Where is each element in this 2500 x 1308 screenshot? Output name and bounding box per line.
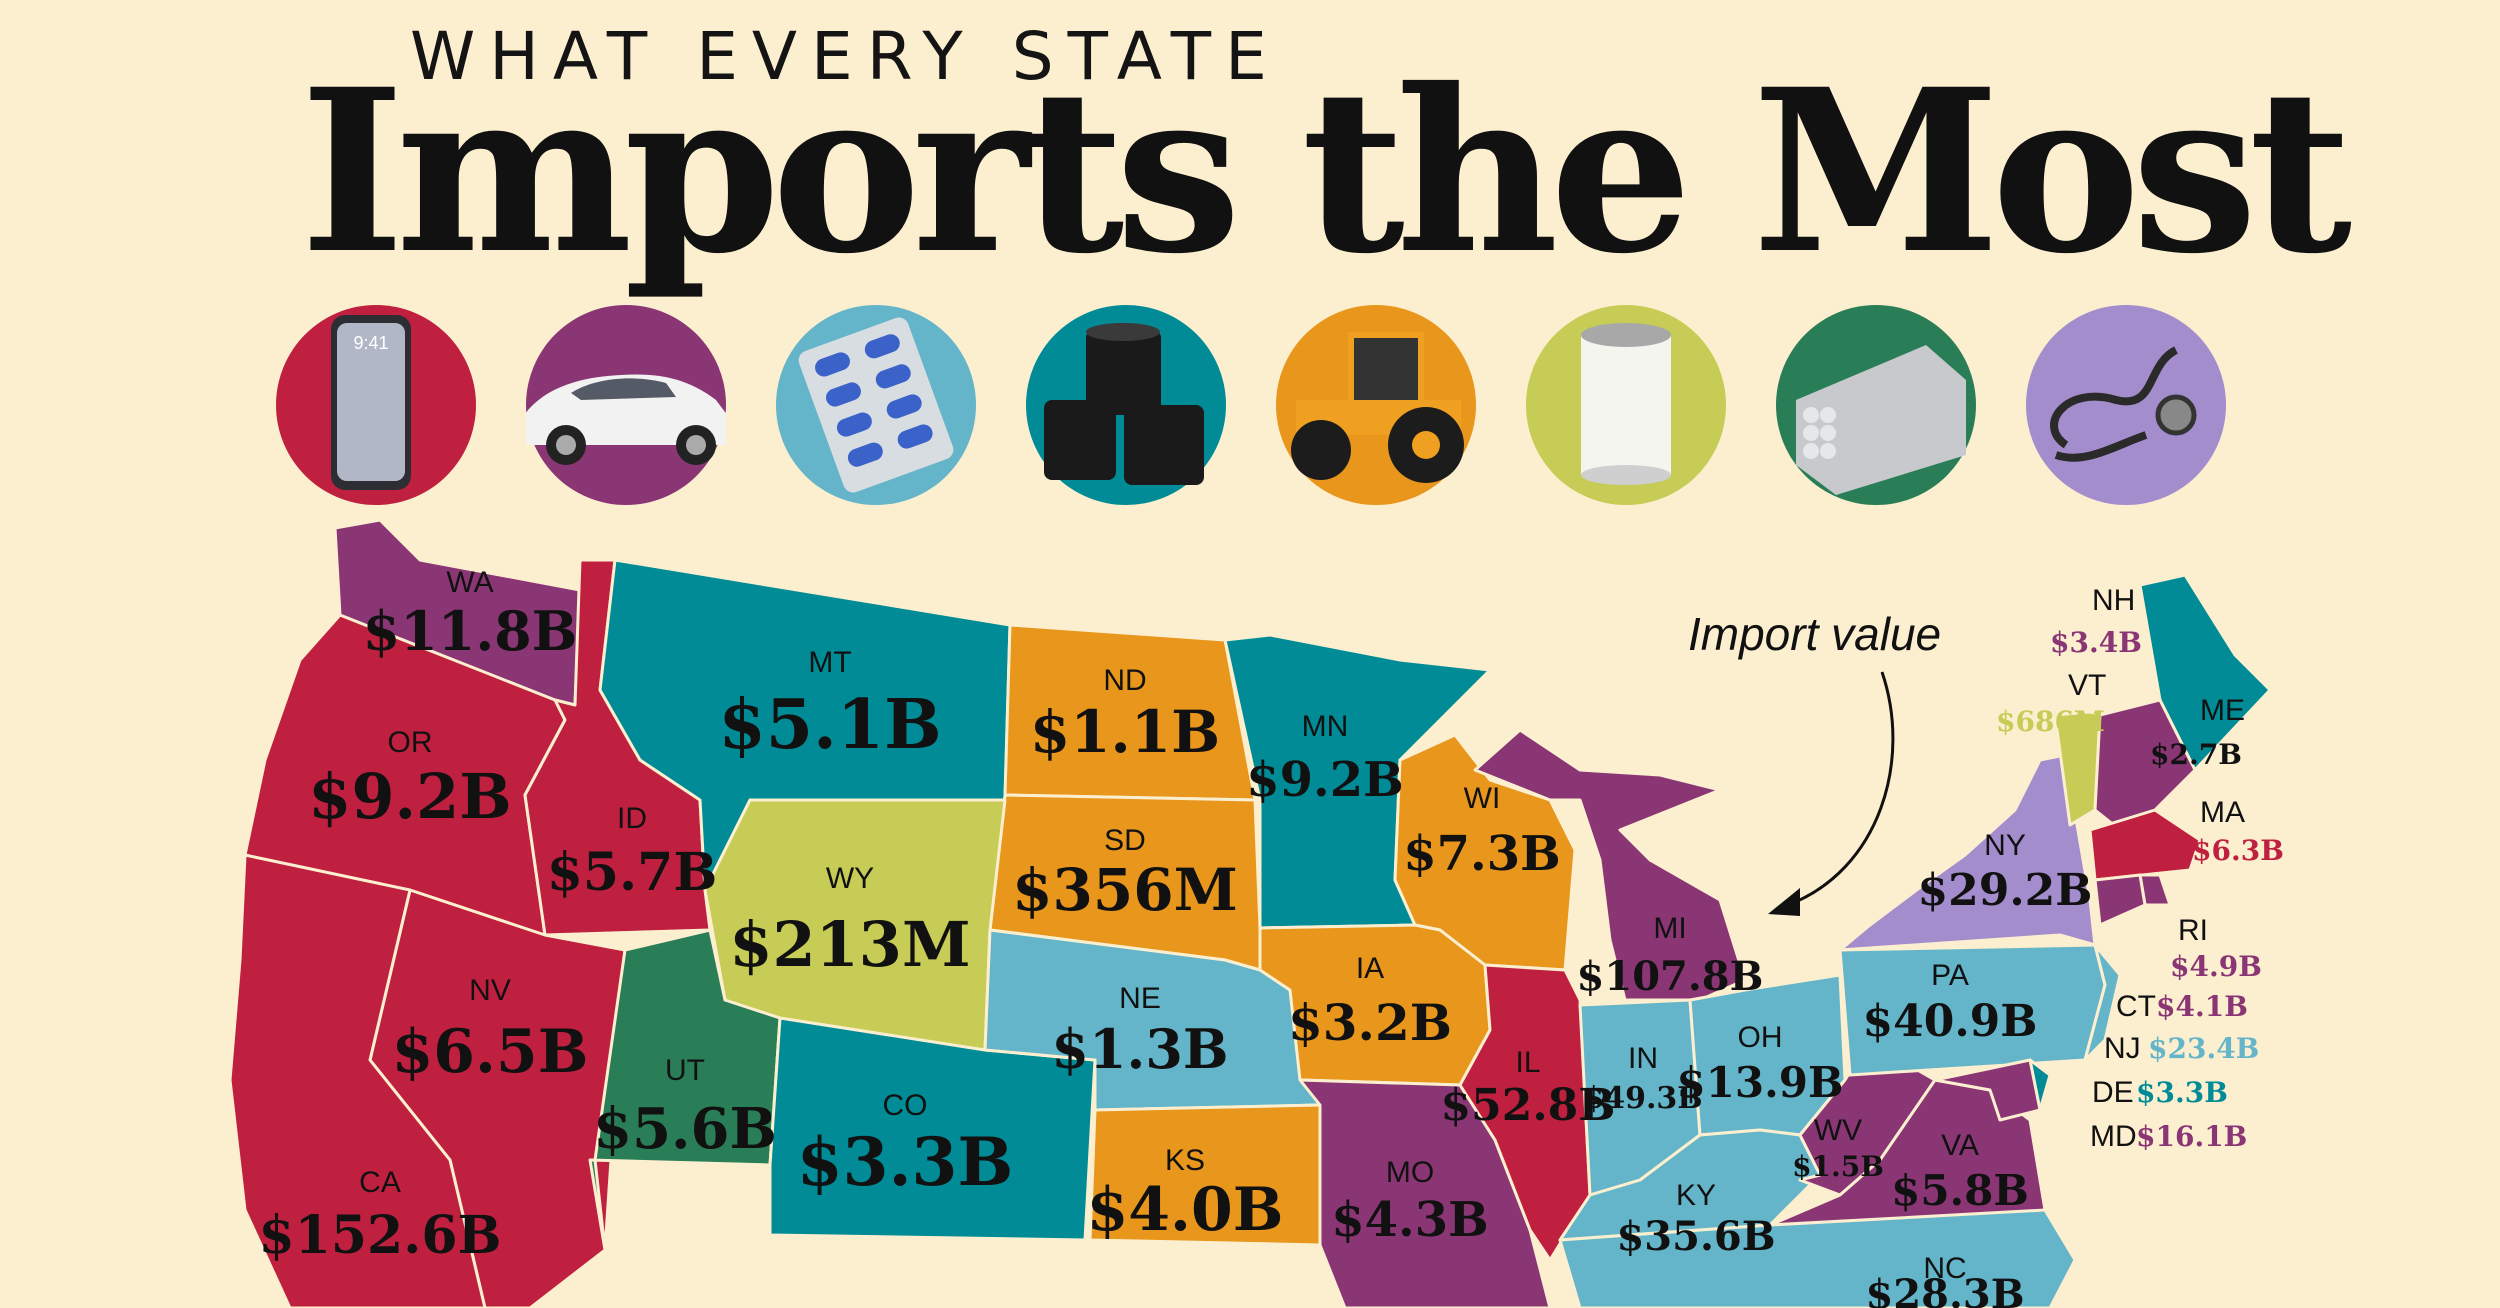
state-abbr-me: ME: [2200, 694, 2245, 727]
state-mi: [1473, 728, 1747, 1002]
state-abbr-il: IL: [1515, 1046, 1540, 1079]
stethoscope-icon: [2026, 305, 2226, 505]
state-abbr-ca: CA: [359, 1166, 401, 1199]
state-value-nd: $1.1B: [1030, 698, 1220, 766]
state-abbr-ma: MA: [2200, 796, 2245, 829]
state-abbr-ny: NY: [1984, 829, 2026, 862]
state-value-nj: $23.4B: [2148, 1032, 2259, 1065]
state-value-il: $52.8B: [1441, 1080, 1616, 1131]
state-value-ky: $35.6B: [1616, 1213, 1775, 1260]
state-abbr-co: CO: [883, 1089, 928, 1122]
state-value-wv: $1.5B: [1792, 1150, 1884, 1183]
state-abbr-wi: WI: [1464, 782, 1501, 815]
state-value-ia: $3.2B: [1288, 993, 1452, 1052]
state-value-wi: $7.3B: [1403, 826, 1560, 882]
state-value-vt: $686M: [1996, 705, 2105, 738]
state-value-pa: $40.9B: [1863, 996, 2038, 1047]
state-ma: [2088, 808, 2202, 882]
state-ca: [228, 853, 487, 1308]
state-value-va: $5.8B: [1891, 1166, 2029, 1215]
state-abbr-mo: MO: [1386, 1156, 1434, 1189]
state-value-mt: $5.1B: [718, 685, 941, 765]
state-abbr-nv: NV: [469, 974, 511, 1007]
state-abbr-mn: MN: [1302, 710, 1349, 743]
state-abbr-ia: IA: [1356, 952, 1384, 985]
state-value-id: $5.7B: [547, 842, 718, 903]
state-value-ks: $4.0B: [1087, 1175, 1284, 1245]
metal-bars-icon: [1776, 305, 1976, 505]
header-kicker: WHAT EVERY STATE: [410, 18, 1281, 95]
pills-icon: [776, 305, 976, 505]
state-abbr-ct: CT: [2116, 990, 2156, 1023]
state-value-ut: $5.6B: [593, 1096, 777, 1162]
oil-barrels-icon: [1026, 305, 1226, 505]
state-value-oh: $13.9B: [1676, 1058, 1843, 1107]
state-nc: [1558, 1208, 2077, 1308]
state-value-ri: $4.9B: [2170, 950, 2262, 983]
state-abbr-wy: WY: [826, 862, 874, 895]
state-abbr-id: ID: [617, 802, 647, 835]
state-abbr-in: IN: [1628, 1042, 1658, 1075]
smartphone-icon: 9:41: [276, 305, 476, 505]
state-abbr-ut: UT: [665, 1054, 705, 1087]
state-value-nc: $28.3B: [1865, 1271, 2024, 1308]
state-value-ct: $4.1B: [2156, 990, 2248, 1023]
state-value-or: $9.2B: [308, 760, 511, 833]
state-value-ca: $152.6B: [259, 1205, 502, 1266]
state-abbr-ri: RI: [2178, 914, 2208, 947]
state-abbr-de: DE: [2092, 1076, 2134, 1109]
state-value-mo: $4.3B: [1331, 1192, 1488, 1248]
state-value-md: $16.1B: [2136, 1120, 2247, 1153]
state-value-wy: $213M: [729, 908, 970, 981]
state-value-mn: $9.2B: [1246, 752, 1403, 808]
annotation-arrow: [1787, 671, 1895, 907]
state-abbr-sd: SD: [1104, 824, 1146, 857]
state-abbr-va: VA: [1941, 1129, 1979, 1162]
state-md: [1933, 1058, 2042, 1122]
state-value-sd: $356M: [1012, 856, 1238, 924]
state-il: [1458, 963, 1592, 1262]
annotation-arrowhead: [1768, 888, 1800, 916]
state-abbr-wv: WV: [1814, 1114, 1862, 1147]
can-icon: [1526, 305, 1726, 505]
state-abbr-oh: OH: [1738, 1021, 1783, 1054]
state-abbr-ky: KY: [1676, 1179, 1716, 1212]
state-value-nh: $3.4B: [2050, 626, 2142, 659]
annotation-text: Import value: [1688, 608, 1941, 660]
state-abbr-pa: PA: [1931, 959, 1969, 992]
state-abbr-wa: WA: [446, 566, 493, 599]
state-value-nv: $6.5B: [392, 1017, 589, 1087]
state-abbr-or: OR: [388, 726, 433, 759]
state-abbr-nj: NJ: [2104, 1032, 2141, 1065]
state-abbr-ks: KS: [1165, 1144, 1205, 1177]
state-ct: [2093, 873, 2147, 927]
state-value-mi: $107.8B: [1577, 953, 1764, 1000]
state-abbr-mi: MI: [1653, 912, 1686, 945]
state-abbr-nd: ND: [1103, 664, 1146, 697]
state-nj: [2083, 943, 2122, 1062]
state-value-co: $3.3B: [797, 1123, 1014, 1201]
state-value-ne: $1.3B: [1051, 1017, 1228, 1081]
state-value-ma: $6.3B: [2192, 834, 2284, 867]
state-abbr-ne: NE: [1119, 982, 1161, 1015]
car-icon: [526, 305, 726, 505]
state-abbr-nh: NH: [2092, 584, 2135, 617]
tractor-icon: [1276, 305, 1476, 505]
state-abbr-nc: NC: [1923, 1252, 1966, 1285]
state-abbr-md: MD: [2090, 1120, 2137, 1153]
state-value-me: $2.7B: [2150, 738, 2242, 771]
header-title: Imports the Most: [300, 40, 2352, 303]
state-value-in: $49.3B: [1583, 1081, 1702, 1116]
state-value-wa: $11.8B: [363, 599, 578, 663]
state-abbr-mt: MT: [808, 646, 851, 679]
svg-text:9:41: 9:41: [353, 333, 388, 353]
state-value-ny: $29.2B: [1918, 865, 2093, 916]
state-ny: [1838, 753, 2097, 952]
state-value-de: $3.3B: [2136, 1076, 2228, 1109]
state-abbr-vt: VT: [2068, 669, 2106, 702]
